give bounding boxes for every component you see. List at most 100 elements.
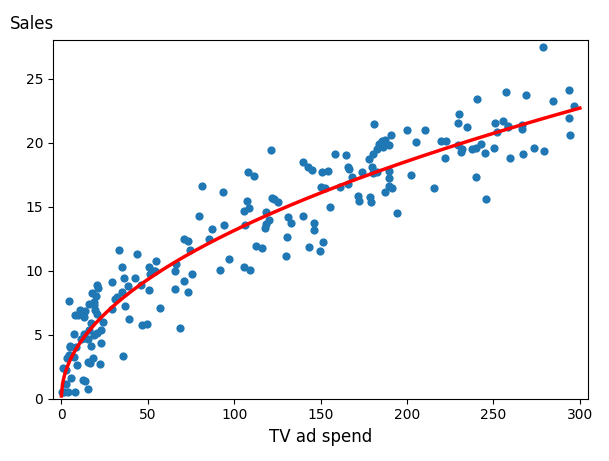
Point — [375, 141, 384, 148]
Point — [354, 198, 364, 205]
Point — [516, 125, 526, 132]
Point — [269, 195, 279, 202]
Point — [343, 165, 353, 172]
Point — [78, 376, 88, 384]
Point — [307, 166, 317, 173]
Point — [365, 193, 375, 201]
Point — [241, 221, 250, 229]
Point — [298, 159, 308, 166]
Point — [71, 389, 80, 396]
Point — [136, 281, 146, 289]
Point — [224, 255, 234, 262]
Point — [118, 263, 127, 270]
Point — [59, 389, 69, 396]
Point — [353, 193, 363, 200]
Point — [58, 364, 68, 372]
Point — [517, 121, 527, 129]
Point — [92, 282, 102, 289]
Point — [384, 141, 394, 148]
Point — [482, 195, 491, 202]
Point — [250, 172, 259, 179]
Point — [79, 313, 88, 320]
Point — [76, 306, 85, 313]
Point — [261, 208, 271, 216]
Point — [569, 102, 579, 109]
Point — [107, 305, 116, 313]
Point — [73, 311, 83, 318]
Point — [175, 325, 185, 332]
Point — [538, 43, 547, 50]
Point — [549, 97, 558, 105]
Point — [489, 145, 499, 152]
Point — [373, 145, 382, 153]
Point — [208, 226, 217, 233]
Point — [309, 226, 319, 233]
Point — [171, 285, 180, 292]
Point — [151, 258, 161, 265]
Point — [144, 287, 154, 294]
Point — [273, 199, 283, 206]
Point — [372, 168, 382, 176]
Point — [298, 212, 308, 219]
X-axis label: TV ad spend: TV ad spend — [269, 428, 372, 446]
Point — [529, 144, 538, 152]
Point — [63, 389, 72, 396]
Point — [471, 173, 481, 180]
Point — [368, 150, 378, 158]
Point — [91, 292, 101, 300]
Point — [90, 301, 99, 309]
Point — [65, 343, 75, 350]
Point — [378, 137, 387, 144]
Point — [69, 330, 79, 337]
Point — [150, 268, 160, 275]
Point — [343, 163, 353, 171]
Point — [107, 278, 116, 286]
Point — [368, 169, 378, 177]
Point — [286, 219, 296, 227]
Point — [120, 302, 130, 309]
Point — [261, 220, 270, 228]
Point — [90, 307, 100, 314]
Point — [343, 180, 353, 188]
Point — [476, 140, 486, 148]
Point — [79, 331, 88, 338]
Point — [185, 246, 194, 254]
Point — [114, 246, 124, 254]
Point — [197, 183, 207, 190]
Point — [92, 310, 102, 317]
Point — [329, 150, 339, 157]
Point — [378, 143, 388, 150]
Point — [88, 355, 97, 362]
Point — [367, 163, 377, 171]
Point — [243, 169, 253, 176]
Point — [402, 127, 412, 134]
Point — [96, 326, 106, 334]
Point — [442, 137, 451, 145]
Point — [281, 252, 290, 260]
Point — [462, 123, 472, 130]
Point — [380, 136, 390, 143]
Point — [440, 154, 449, 162]
Point — [183, 288, 193, 296]
Point — [251, 242, 261, 249]
Point — [64, 297, 74, 305]
Point — [61, 380, 71, 388]
Point — [323, 167, 333, 174]
Point — [303, 163, 313, 171]
Point — [149, 267, 159, 274]
Point — [70, 311, 80, 319]
Point — [66, 374, 76, 382]
Point — [387, 184, 397, 191]
Point — [242, 197, 252, 205]
Point — [384, 182, 394, 189]
Point — [124, 315, 133, 323]
Point — [452, 142, 462, 149]
Point — [194, 213, 203, 220]
Point — [69, 353, 79, 361]
Point — [86, 343, 96, 350]
Point — [384, 174, 393, 181]
Point — [215, 266, 225, 273]
Point — [540, 148, 549, 155]
Point — [83, 385, 93, 392]
Point — [97, 319, 107, 326]
